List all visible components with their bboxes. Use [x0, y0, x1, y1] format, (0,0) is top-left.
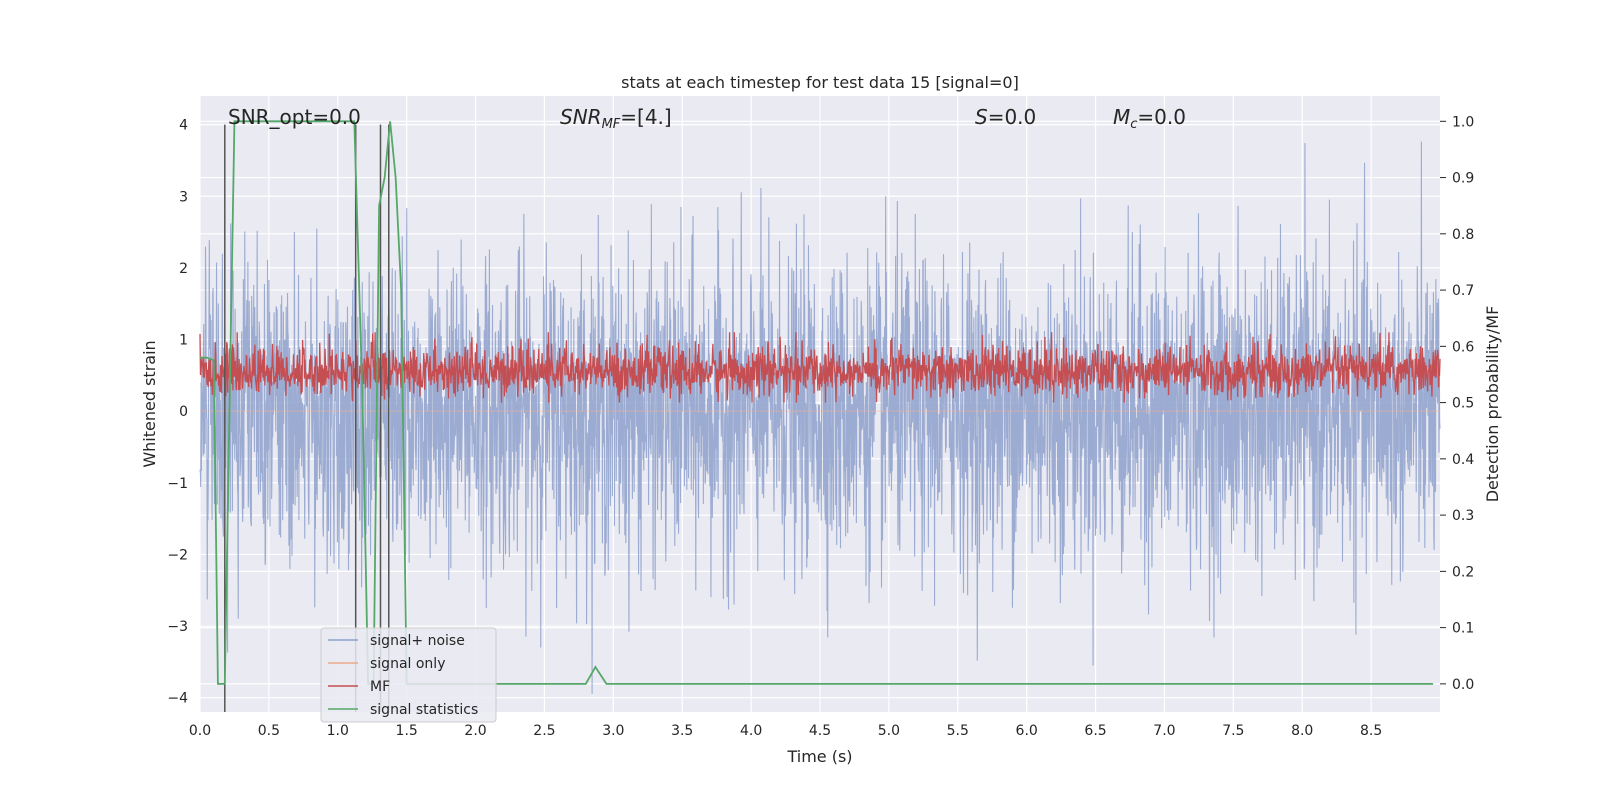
legend-label-signal-only: signal only [370, 656, 445, 672]
x-tick-label-15: 7.5 [1222, 723, 1244, 739]
x-axis-ticks: 0.0 0.5 1.0 1.5 2.0 2.5 3.0 3.5 4.0 4.5 5.0 5.5 6.0 6… [189, 723, 1382, 739]
y-tick-label-0: −4 [167, 691, 188, 707]
x-tick-label-7: 3.5 [671, 723, 693, 739]
x-tick-label-2: 1.0 [327, 723, 349, 739]
x-tick-label-11: 5.5 [947, 723, 969, 739]
y-tick-label-8: 4 [179, 118, 188, 134]
legend-label-signal-noise: signal+ noise [370, 633, 465, 649]
x-tick-label-5: 2.5 [533, 723, 555, 739]
legend-box [320, 627, 497, 723]
annotation-s: S=0.0 [975, 105, 1036, 129]
y-tick-label-3: −1 [167, 476, 188, 492]
x-tick-label-16: 8.0 [1291, 723, 1313, 739]
mf-series [199, 332, 1441, 403]
signal-noise-series [199, 141, 1441, 694]
y-right-tick-label-1: 0.1 [1452, 621, 1474, 637]
y-tick-label-5: 1 [179, 333, 188, 349]
annotation-snr-mf: SNRMF=[4.] [560, 105, 672, 132]
annotation-snr-opt: SNR_opt=0.0 [228, 105, 361, 129]
y-axis-right-label: Detection probability/MF [1483, 306, 1502, 503]
x-tick-label-6: 3.0 [602, 723, 624, 739]
vertical-lines [224, 124, 390, 712]
signal-noise-line [199, 141, 1441, 694]
s-value: =0.0 [988, 105, 1037, 129]
snr-mf-value: =[4.] [620, 105, 671, 129]
y-axis-label: Whitened strain [140, 340, 159, 467]
x-tick-label-14: 7.0 [1153, 723, 1175, 739]
legend-label-signal-statistics: signal statistics [370, 702, 478, 718]
y-right-tick-label-2: 0.2 [1452, 564, 1474, 580]
y-tick-label-4: 0 [179, 404, 188, 420]
snr-mf-sub: MF [602, 117, 621, 132]
legend: signal+ noise signal only MF signal stat… [320, 627, 497, 723]
y-tick-label-1: −3 [167, 619, 188, 635]
x-tick-label-8: 4.0 [740, 723, 762, 739]
snr-mf-base: SNR [560, 105, 602, 129]
mf-line [199, 332, 1441, 403]
y-tick-label-6: 2 [179, 261, 188, 277]
x-tick-label-10: 5.0 [878, 723, 900, 739]
x-tick-label-9: 4.5 [809, 723, 831, 739]
x-tick-label-12: 6.0 [1016, 723, 1038, 739]
y-right-tick-label-7: 0.7 [1452, 283, 1474, 299]
y-right-tick-label-3: 0.3 [1452, 508, 1474, 524]
y-tick-label-7: 3 [179, 189, 188, 205]
legend-label-mf: MF [370, 679, 390, 695]
x-axis-label: Time (s) [786, 747, 852, 766]
y-right-tick-label-10: 1.0 [1452, 114, 1474, 130]
y-right-tick-label-8: 0.8 [1452, 227, 1474, 243]
x-tick-label-13: 6.5 [1084, 723, 1106, 739]
y-right-tick-label-5: 0.5 [1452, 396, 1474, 412]
signal-statistics-series [200, 120, 1434, 685]
annotation-mc: Mc=0.0 [1113, 105, 1186, 132]
y-right-tick-label-0: 0.0 [1452, 677, 1474, 693]
x-tick-label-1: 0.5 [258, 723, 280, 739]
signal-statistics-line [200, 120, 1434, 685]
x-tick-label-17: 8.5 [1360, 723, 1382, 739]
chart-title: stats at each timestep for test data 15 … [621, 73, 1019, 92]
x-tick-label-3: 1.5 [396, 723, 418, 739]
s-var: S [975, 105, 988, 129]
mc-sub: c [1130, 117, 1137, 132]
y-right-tick-label-9: 0.9 [1452, 171, 1474, 187]
y-axis-ticks: −4 −3 −2 −1 0 1 2 3 4 [167, 118, 188, 707]
y-right-tick-label-4: 0.4 [1452, 452, 1474, 468]
y-tick-label-2: −2 [167, 547, 188, 563]
mc-var: M [1113, 105, 1130, 129]
x-tick-label-4: 2.0 [464, 723, 486, 739]
y-axis-right-ticks: 0.0 0.1 0.2 0.3 0.4 0.5 0.6 0.7 0.8 0.9 1.0 [1440, 114, 1474, 693]
x-tick-label-0: 0.0 [189, 723, 211, 739]
mc-value: =0.0 [1137, 105, 1186, 129]
y-right-tick-label-6: 0.6 [1452, 339, 1474, 355]
